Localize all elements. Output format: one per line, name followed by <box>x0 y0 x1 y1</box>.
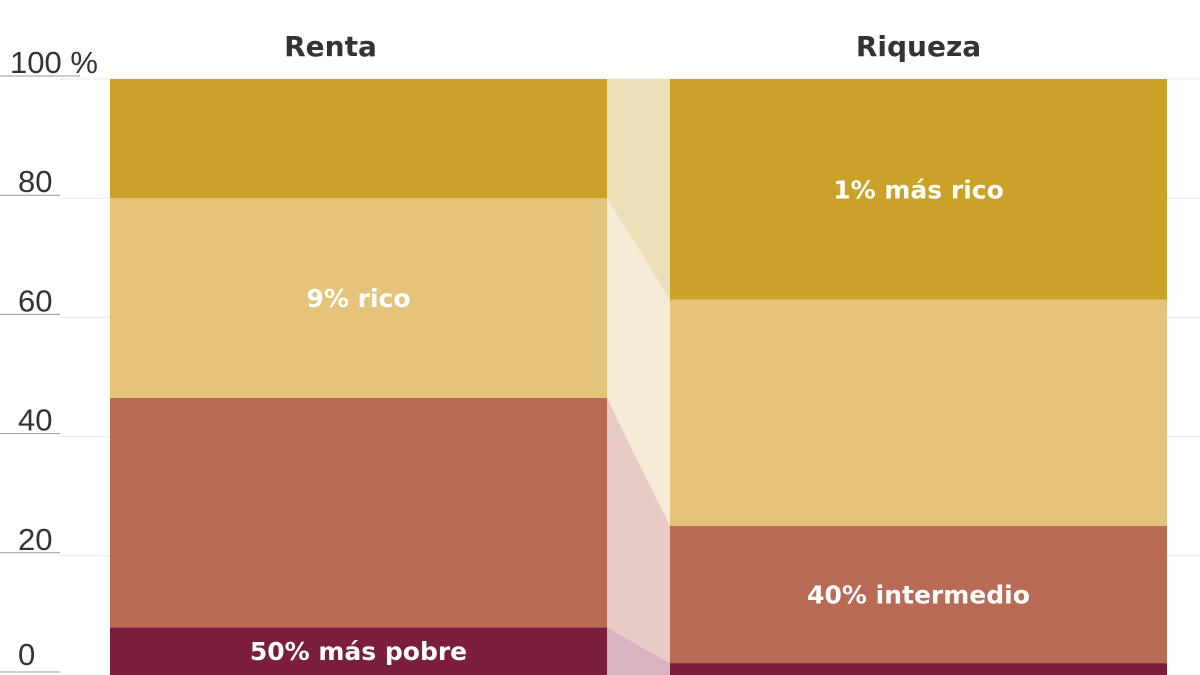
bar-segment-renta-rich9 <box>110 198 607 398</box>
bar-segment-riqueza-rich9 <box>670 299 1167 526</box>
connector-band-top1 <box>607 79 670 300</box>
y-tick-label: 60 <box>18 283 52 318</box>
segment-label-top1: 1% más rico <box>833 175 1004 204</box>
bar-segment-renta-bottom50 <box>110 627 607 675</box>
y-axis: 0 20 40 60 80 100 % <box>0 45 98 673</box>
y-tick-label: 0 <box>18 637 35 672</box>
y-tick-label: 40 <box>18 403 52 438</box>
segment-label-middle40: 40% intermedio <box>807 581 1030 610</box>
connector-band-middle40 <box>607 397 670 664</box>
segment-label-rich9: 9% rico <box>306 284 410 313</box>
column-title-renta: Renta <box>284 30 377 63</box>
y-tick-label: 80 <box>18 164 52 199</box>
bar-segment-renta-top1 <box>110 79 607 199</box>
segment-labels: 50% más pobre 9% rico 40% intermedio 1% más… <box>250 175 1030 666</box>
bar-segment-renta-middle40 <box>110 397 607 628</box>
segment-label-bottom50: 50% más pobre <box>250 637 467 666</box>
bar-segments <box>110 79 1167 675</box>
column-title-riqueza: Riqueza <box>856 30 981 63</box>
connector-band-bottom50 <box>607 627 670 675</box>
y-tick-label: 20 <box>18 522 52 557</box>
column-titles: Renta Riqueza <box>284 30 981 63</box>
bar-segment-riqueza-middle40 <box>670 526 1167 664</box>
y-tick-label: 100 % <box>10 45 98 80</box>
connector-band-rich9 <box>607 198 670 526</box>
bar-segment-riqueza-bottom50 <box>670 663 1167 675</box>
bar-segment-riqueza-top1 <box>670 79 1167 300</box>
connector-bands <box>607 79 670 675</box>
